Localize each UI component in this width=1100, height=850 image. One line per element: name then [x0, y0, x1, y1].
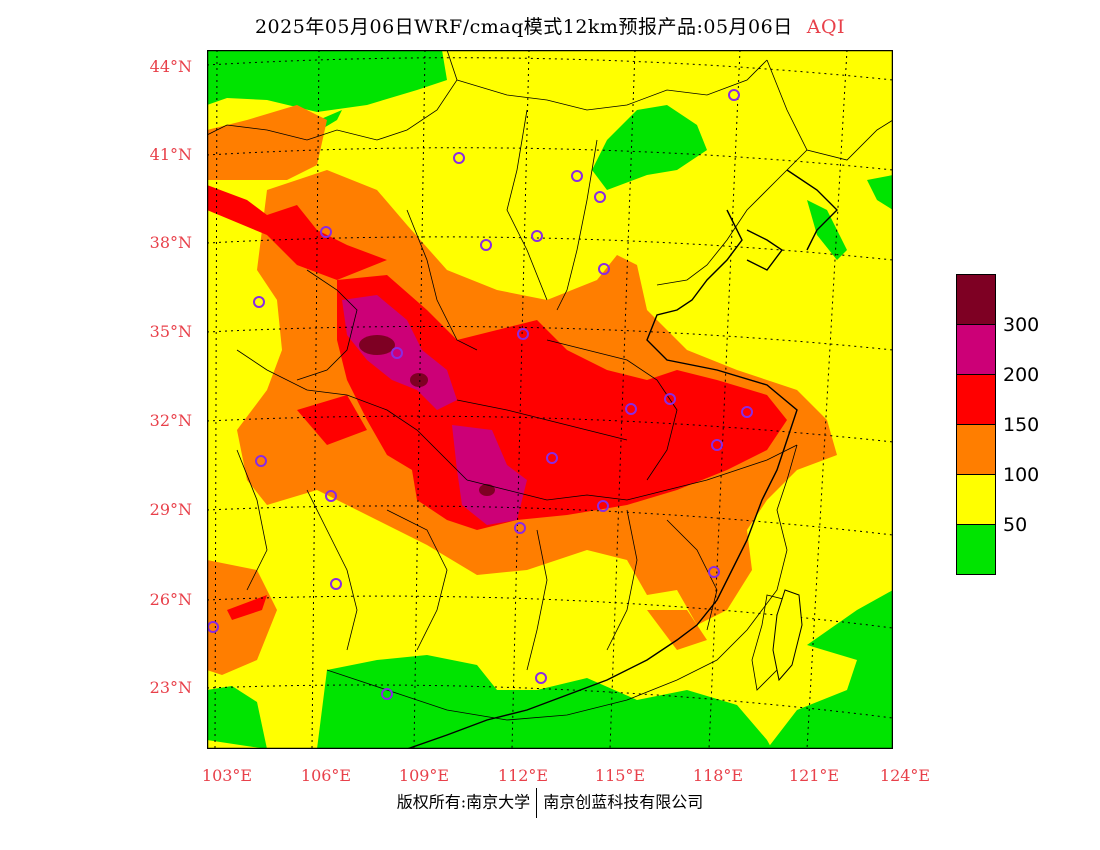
legend-label-150: 150 [1003, 414, 1040, 436]
lon-label-103: 103°E [201, 766, 253, 785]
copyright-footer: 版权所有:南京大学 南京创蓝科技有限公司 [0, 788, 1100, 818]
aqi-legend [956, 274, 996, 575]
map-title: 2025年05月06日WRF/cmaq模式12km预报产品:05月06日 AQI [0, 12, 1100, 39]
title-variable: AQI [806, 16, 846, 38]
lat-label-29: 29°N [149, 500, 192, 519]
footer-separator [536, 788, 538, 818]
station-markers [207, 89, 753, 700]
lat-label-44: 44°N [149, 57, 192, 76]
lat-label-23: 23°N [149, 678, 192, 697]
lon-label-121: 121°E [788, 766, 840, 785]
taiwan-island [772, 589, 803, 682]
legend-label-100: 100 [1003, 464, 1040, 486]
legend-swatch-usg [956, 424, 996, 474]
lat-label-35: 35°N [149, 322, 192, 341]
lon-label-118: 118°E [692, 766, 744, 785]
lon-label-109: 109°E [398, 766, 450, 785]
map-frame [207, 50, 893, 749]
footer-left: 版权所有:南京大学 [396, 792, 531, 812]
lat-label-41: 41°N [149, 145, 192, 164]
very-unhealthy-zones [342, 295, 527, 525]
aqi-forecast-map [207, 50, 893, 749]
lon-label-112: 112°E [497, 766, 549, 785]
legend-swatch-good [956, 524, 996, 575]
coastline [406, 169, 838, 749]
lon-label-115: 115°E [594, 766, 646, 785]
legend-swatch-very-unhealthy [956, 324, 996, 374]
footer-right: 南京创蓝科技有限公司 [543, 792, 704, 812]
legend-swatch-unhealthy [956, 374, 996, 424]
lon-label-106: 106°E [300, 766, 352, 785]
province-borders [207, 50, 893, 721]
legend-label-200: 200 [1003, 364, 1040, 386]
lat-label-26: 26°N [149, 590, 192, 609]
map-svg [207, 50, 893, 749]
lon-label-124: 124°E [879, 766, 931, 785]
legend-label-50: 50 [1003, 514, 1028, 536]
legend-label-300: 300 [1003, 314, 1040, 336]
lat-label-38: 38°N [149, 233, 192, 252]
title-main: 2025年05月06日WRF/cmaq模式12km预报产品:05月06日 [254, 16, 793, 38]
lat-label-32: 32°N [149, 411, 192, 430]
hazardous-zones [359, 335, 495, 496]
legend-swatch-hazardous [956, 274, 996, 324]
legend-swatch-moderate [956, 474, 996, 524]
unhealthy-zones [207, 185, 787, 620]
